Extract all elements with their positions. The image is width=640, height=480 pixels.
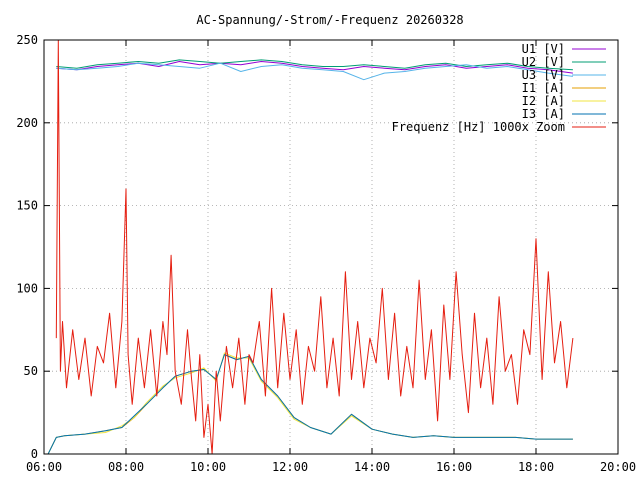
x-tick-label: 10:00 [190, 460, 226, 474]
series-line-5 [47, 352, 573, 455]
plot-frame [43, 39, 619, 455]
series-line-6 [47, 354, 573, 455]
legend-label: U2 [V] [522, 55, 565, 69]
y-tick-label: 50 [24, 364, 38, 378]
grid [44, 40, 618, 454]
legend-label: U1 [V] [522, 42, 565, 56]
series-line-3 [56, 62, 573, 81]
legend-label: I3 [A] [522, 107, 565, 121]
y-tick-label: 200 [16, 116, 38, 130]
x-tick-label: 20:00 [600, 460, 636, 474]
x-tick-label: 14:00 [354, 460, 390, 474]
legend-label: Frequenz [Hz] 1000x Zoom [392, 120, 565, 134]
legend-label: U3 [V] [522, 68, 565, 82]
y-tick-label: 250 [16, 33, 38, 47]
series-layer [47, 39, 574, 455]
x-tick-label: 12:00 [272, 460, 308, 474]
x-tick-label: 06:00 [26, 460, 62, 474]
ticks: 06:00 08:00 10:00 12:00 14:00 16:00 18:00 20:00… [16, 33, 636, 474]
legend-label: I2 [A] [522, 94, 565, 108]
x-tick-label: 16:00 [436, 460, 472, 474]
y-tick-label: 100 [16, 281, 38, 295]
y-tick-label: 0 [31, 447, 38, 461]
y-tick-label: 150 [16, 199, 38, 213]
series-line-7 [55, 39, 574, 455]
x-tick-label: 18:00 [518, 460, 554, 474]
series-line-2 [56, 59, 573, 71]
legend: U1 [V]U2 [V]U3 [V]I1 [A]I2 [A]I3 [A]Freq… [392, 42, 606, 134]
legend-label: I1 [A] [522, 81, 565, 95]
chart-title: AC-Spannung/-Strom/-Frequenz 20260328 [196, 13, 463, 27]
series-line-4 [47, 354, 573, 455]
x-tick-label: 08:00 [108, 460, 144, 474]
